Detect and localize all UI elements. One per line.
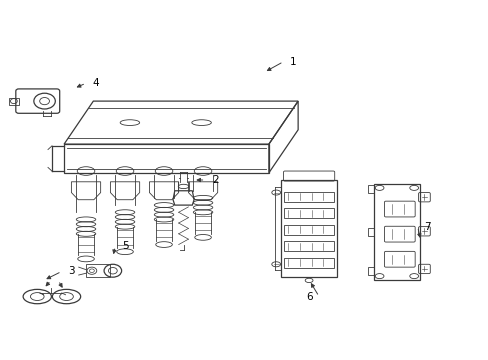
Text: 2: 2 [211,175,218,185]
Text: 5: 5 [122,241,128,251]
Text: 3: 3 [68,266,75,276]
Text: 6: 6 [305,292,312,302]
Text: 1: 1 [289,57,296,67]
Text: 4: 4 [92,78,99,88]
Text: 7: 7 [423,222,430,231]
